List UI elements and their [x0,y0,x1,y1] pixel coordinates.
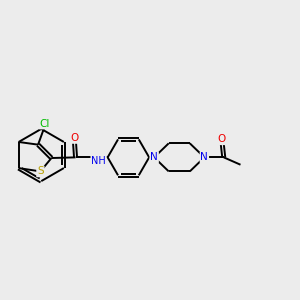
Text: S: S [37,167,44,176]
Text: N: N [200,152,208,162]
Text: N: N [150,152,158,162]
Text: Cl: Cl [40,118,50,129]
Text: NH: NH [91,156,106,166]
Text: O: O [218,134,226,144]
Text: O: O [70,133,78,143]
